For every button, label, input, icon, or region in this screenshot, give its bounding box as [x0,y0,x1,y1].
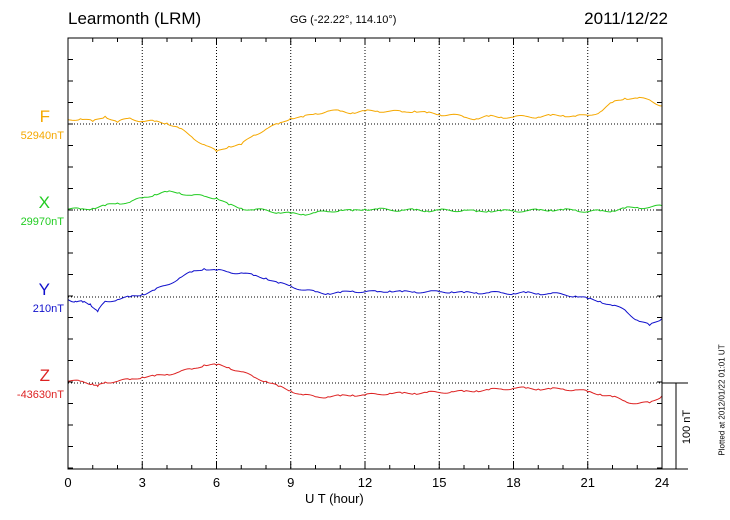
baseline-label-X: 29970nT [20,216,64,228]
scale-bar [662,382,688,470]
x-tick-label: 21 [580,475,595,490]
plotted-timestamp: Plotted at 2012/01/22 01:01 UT [717,344,727,456]
axis-ticks [67,38,663,469]
x-tick-label: 12 [357,475,373,490]
component-label-F: F [39,107,50,126]
x-axis-label: U T (hour) [305,491,364,506]
x-tick-label: 6 [212,475,221,490]
x-tick-label: 0 [64,475,72,490]
baseline-label-Y: 210nT [32,303,64,315]
station-title: Learmonth (LRM) [68,9,202,28]
series-line-Z [67,363,663,405]
grid-lines [68,38,662,469]
baseline-label-Z: -43630nT [16,389,64,401]
series-line-Y [67,267,663,327]
station-coordinates: GG (-22.22°, 114.10°) [290,14,397,26]
series-line-F [67,96,662,153]
baseline-label-F: 52940nT [20,130,64,142]
series-line-X [67,190,663,216]
component-label-Y: Y [38,280,50,299]
x-tick-label: 15 [432,475,447,490]
series-layer [67,96,663,405]
scale-label: 100 nT [681,409,693,445]
x-tick-label: 3 [138,475,146,490]
x-tick-label: 18 [506,475,521,490]
x-tick-label: 24 [654,475,670,490]
x-tick-label: 9 [287,475,295,490]
plot-date: 2011/12/22 [584,9,668,28]
component-label-X: X [38,193,50,212]
component-label-Z: Z [39,366,50,385]
